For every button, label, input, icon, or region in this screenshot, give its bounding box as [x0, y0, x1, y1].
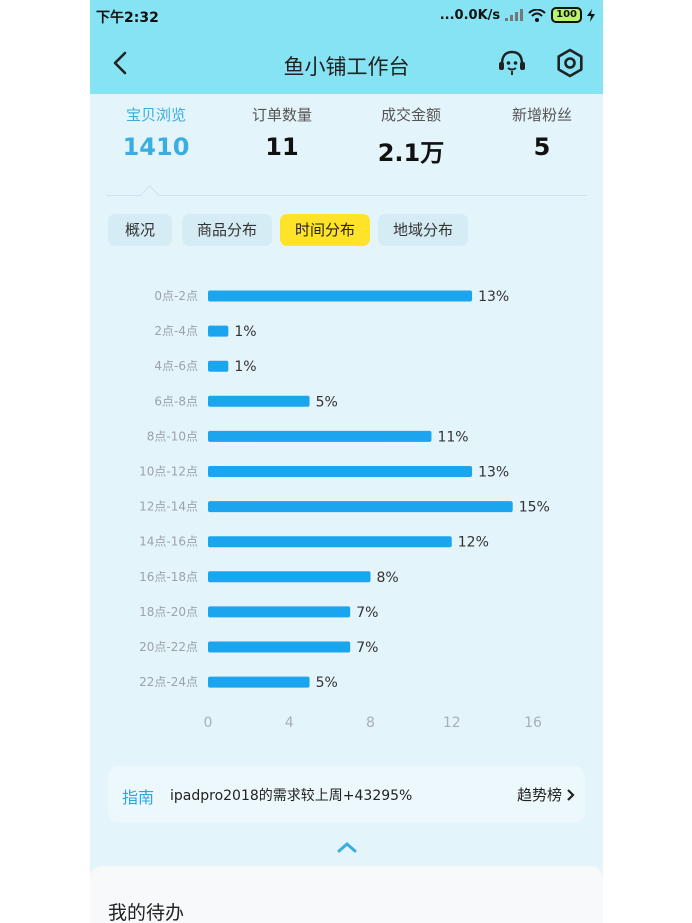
bar: [208, 290, 473, 302]
category-label: 16点-18点: [139, 570, 198, 584]
chevron-right-icon: [567, 788, 575, 801]
stat-value: 11: [265, 133, 299, 161]
signal-icon: [505, 9, 524, 21]
bar: [208, 571, 371, 583]
settings-icon[interactable]: [554, 47, 586, 79]
guide-banner[interactable]: 指南 ipadpro2018的需求较上周+43295% 趋势榜: [108, 766, 585, 822]
customer-service-icon[interactable]: [496, 47, 528, 79]
data-label: 1%: [234, 324, 256, 340]
chevron-up-icon[interactable]: [336, 840, 358, 854]
status-bar: 下午2:32 ...0.0K/s 100: [90, 0, 603, 32]
category-label: 20点-22点: [139, 640, 198, 654]
data-label: 5%: [316, 675, 338, 691]
stat-item-new-fans[interactable]: 新增粉丝 5: [492, 104, 592, 161]
trend-list-link[interactable]: 趋势榜: [517, 784, 575, 805]
trend-list-label: 趋势榜: [516, 786, 562, 804]
guide-tag: 指南: [122, 788, 155, 807]
page-title: 鱼小铺工作台: [283, 55, 410, 79]
data-label: 12%: [458, 535, 489, 551]
data-label: 13%: [478, 465, 509, 481]
stat-value: 2.1万: [377, 139, 445, 167]
bar: [208, 430, 432, 442]
stat-label: 订单数量: [251, 106, 312, 124]
tab-overview[interactable]: 概况: [108, 214, 172, 246]
stat-label: 新增粉丝: [511, 106, 572, 124]
data-label: 8%: [377, 570, 399, 586]
bar: [208, 501, 513, 513]
stats-summary: 宝贝浏览 1410 订单数量 11 成交金额 2.1万 新增粉丝 5: [106, 104, 586, 196]
category-label: 6点-8点: [154, 394, 198, 408]
bar: [208, 641, 351, 653]
data-label: 5%: [316, 394, 338, 410]
tab-region-distribution[interactable]: 地域分布: [378, 214, 468, 246]
phone-screen: 下午2:32 ...0.0K/s 100 鱼小铺工作台: [90, 0, 603, 923]
category-label: 22点-24点: [139, 675, 198, 689]
tab-product-distribution[interactable]: 商品分布: [182, 214, 272, 246]
bar: [208, 676, 310, 688]
stat-label: 成交金额: [380, 106, 441, 124]
stat-item-revenue[interactable]: 成交金额 2.1万: [361, 104, 461, 168]
status-indicators: ...0.0K/s 100: [440, 7, 595, 23]
category-label: 18点-20点: [139, 605, 198, 619]
data-label: 7%: [356, 640, 378, 656]
x-tick-label: 12: [443, 715, 461, 731]
data-label: 15%: [519, 500, 550, 516]
category-label: 2点-4点: [154, 324, 198, 338]
network-speed: ...0.0K/s: [439, 7, 501, 23]
bar: [208, 360, 229, 372]
x-tick-label: 4: [285, 715, 294, 731]
stats-divider: [106, 195, 587, 196]
todo-title: 我的待办: [108, 902, 185, 923]
category-label: 8点-10点: [147, 429, 198, 443]
top-bar: 鱼小铺工作台: [90, 32, 603, 94]
data-label: 7%: [356, 605, 378, 621]
stat-item-orders[interactable]: 订单数量 11: [232, 104, 332, 161]
x-tick-label: 8: [366, 715, 375, 731]
data-label: 11%: [437, 429, 468, 445]
data-label: 1%: [234, 359, 256, 375]
stat-value: 5: [533, 133, 551, 161]
bar: [208, 536, 452, 548]
category-label: 0点-2点: [154, 289, 198, 303]
charging-icon: [587, 8, 595, 22]
guide-text: ipadpro2018的需求较上周+43295%: [170, 788, 413, 804]
status-time: 下午2:32: [96, 10, 159, 26]
data-label: 13%: [478, 289, 509, 305]
wifi-icon: [528, 8, 546, 22]
bar: [208, 325, 229, 337]
category-label: 4点-6点: [154, 359, 198, 373]
category-label: 10点-12点: [139, 465, 198, 479]
tab-time-distribution[interactable]: 时间分布: [280, 214, 370, 246]
category-label: 14点-16点: [139, 535, 198, 549]
battery-icon: 100: [551, 7, 582, 23]
bar: [208, 606, 351, 618]
time-distribution-chart: 0点-2点 13% 2点-4点 1% 4点-6点 1% 6点-8点 5% 8点-10点 11% 10…: [139, 289, 550, 731]
back-icon[interactable]: [108, 50, 134, 76]
bar: [208, 395, 310, 407]
x-tick-label: 16: [524, 715, 542, 731]
todo-card: 我的待办: [90, 866, 603, 923]
bar: [208, 466, 473, 477]
x-tick-label: 0: [204, 715, 213, 731]
stat-label: 宝贝浏览: [125, 106, 186, 124]
stat-value: 1410: [122, 133, 190, 161]
stat-item-views[interactable]: 宝贝浏览 1410: [106, 104, 206, 161]
category-label: 12点-14点: [139, 500, 198, 514]
